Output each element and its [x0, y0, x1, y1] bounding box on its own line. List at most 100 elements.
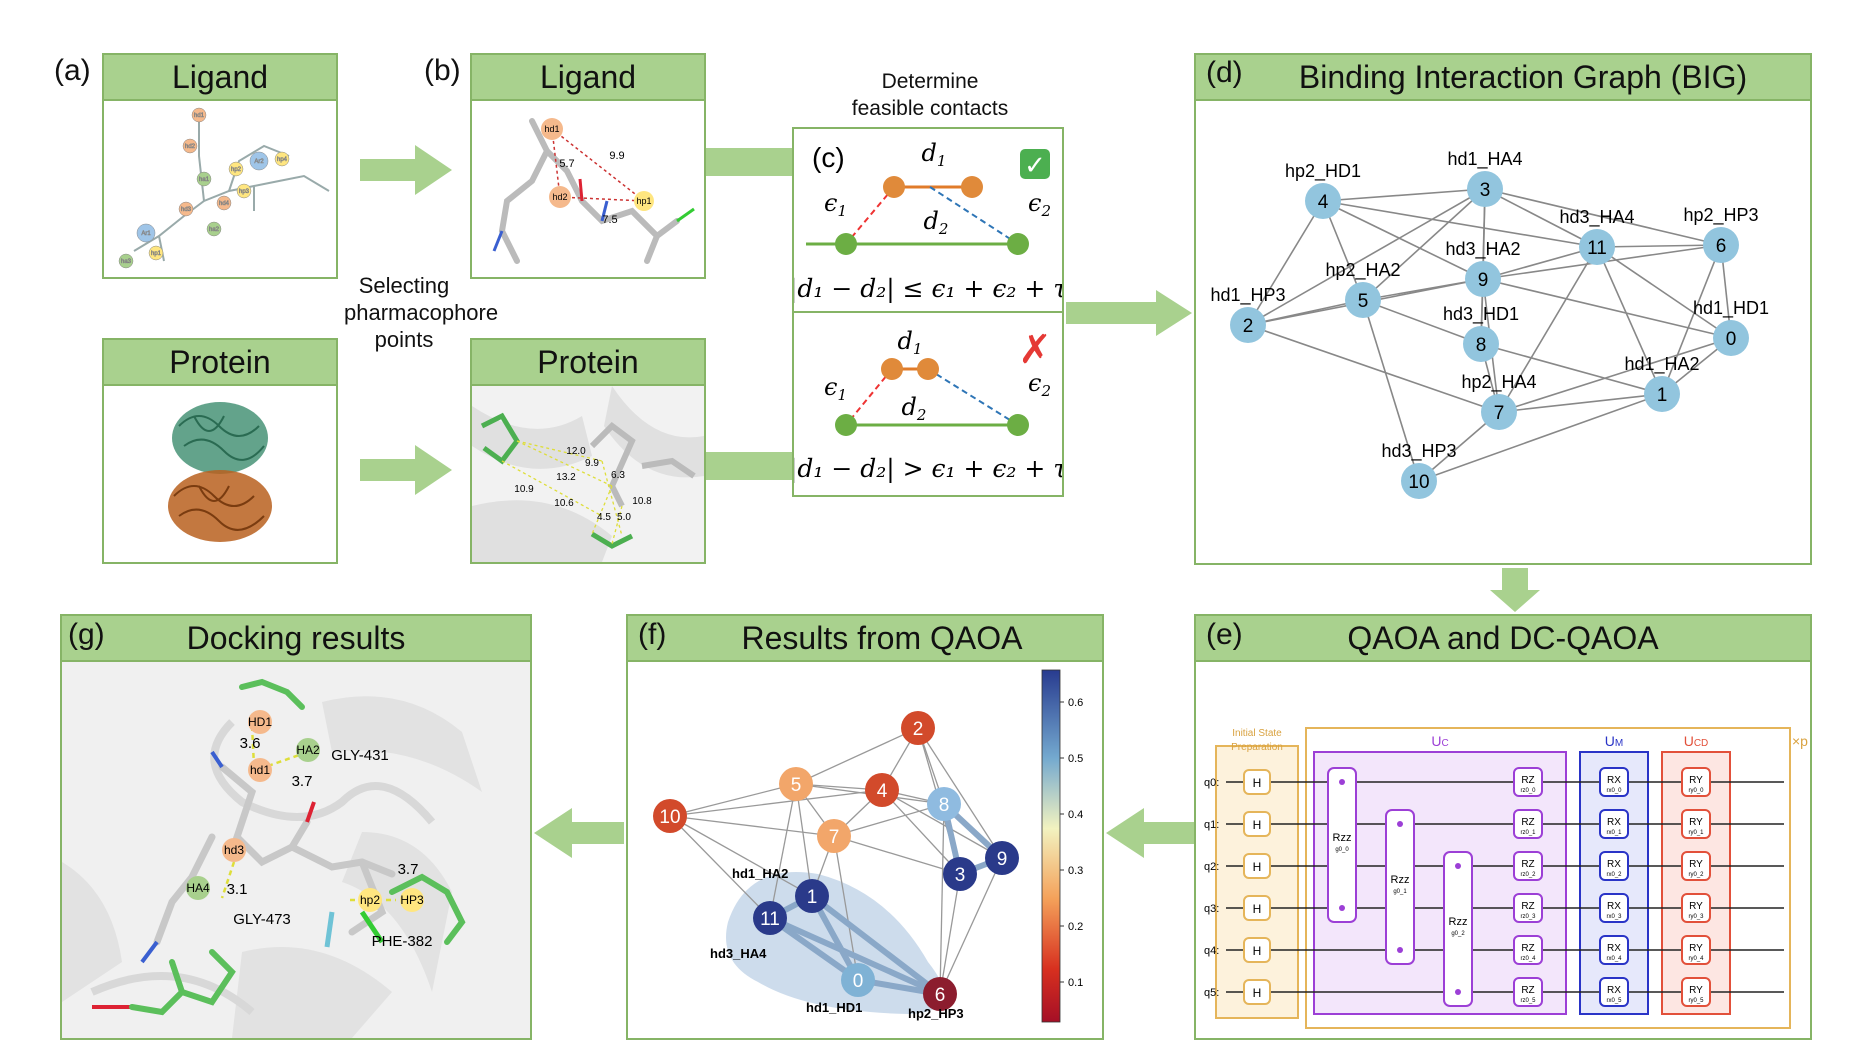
rx-gate-1	[1599, 809, 1629, 839]
svg-text:d2: d2	[902, 393, 927, 424]
big-edge	[1482, 278, 1732, 339]
res-edge	[810, 893, 942, 997]
rz-gate-label-5: RZ	[1521, 985, 1534, 996]
bp-dist-4: 10.6	[554, 498, 574, 509]
big-node-id-4: 4	[1318, 192, 1329, 213]
rzz-param-1: g0_1	[1393, 889, 1407, 895]
res-edge	[881, 789, 1003, 859]
big-node-label-1: hd1_HA2	[1624, 354, 1699, 375]
panel-c-caption: Determine feasible contacts	[851, 70, 1009, 120]
rz-gate-3	[1513, 893, 1543, 923]
svg-text:Ar1: Ar1	[141, 231, 151, 237]
uc-label: UC	[1431, 733, 1448, 749]
rz-gate-2	[1513, 851, 1543, 881]
bp-dist-5: 4.5	[597, 512, 611, 523]
ry-gate-label-3: RY	[1689, 901, 1703, 912]
qubit-label-2: q2:	[1204, 861, 1219, 873]
res-node-1	[795, 879, 829, 913]
panel-g-docking: HD1 HA2 hd1 hd3 HA4 hp2 HP3 3.6 3.7 3.1 …	[60, 660, 532, 1040]
res-edge	[669, 815, 835, 837]
svg-text:hp4: hp4	[277, 157, 288, 163]
colorbar-tick-1: 0.5	[1068, 753, 1083, 765]
res-edge	[669, 815, 813, 897]
rz-gate-param-2: rz0_2	[1520, 872, 1536, 878]
rz-gate-5	[1513, 977, 1543, 1007]
big-node-9	[1465, 261, 1501, 297]
big-node-label-3: hd1_HA4	[1447, 149, 1522, 170]
ucd-label: UCD	[1684, 733, 1709, 749]
rx-gate-5	[1599, 977, 1629, 1007]
panel-e-title: QAOA and DC-QAOA	[1194, 614, 1812, 662]
res-node-8	[927, 787, 961, 821]
big-node-4	[1305, 183, 1341, 219]
bp-dist-0: 12.0	[566, 446, 586, 457]
res-node-id-7: 7	[829, 827, 840, 848]
bp-dist-3: 13.2	[556, 472, 576, 483]
h-gate-label-0: H	[1253, 776, 1262, 790]
panel-c-infeasible: ✗ d1 d2 ϵ1 ϵ2 |d₁ − d₂| > ϵ₁ + ϵ₂ + τ	[789, 311, 1068, 497]
rx-gate-label-1: RX	[1607, 817, 1621, 828]
big-node-id-5: 5	[1358, 291, 1369, 312]
bp-dist-2: 10.9	[514, 484, 534, 495]
rx-gate-param-0: rx0_0	[1606, 788, 1622, 794]
b-node-hp1: hp1	[636, 196, 651, 206]
big-edge	[1596, 246, 1732, 339]
g-dist-0: 3.6	[240, 735, 261, 752]
res-edge	[795, 727, 919, 785]
arrow-c-to-d	[1066, 290, 1192, 336]
big-node-label-5: hp2_HA2	[1325, 260, 1400, 281]
big-node-id-8: 8	[1476, 335, 1487, 356]
rx-gate-param-2: rx0_2	[1606, 872, 1622, 878]
rzz-dot-top-0	[1339, 779, 1345, 785]
c-bad-d1: d	[898, 327, 913, 355]
big-edge	[1418, 393, 1663, 482]
rx-gate-3	[1599, 893, 1629, 923]
rzz-param-2: g0_2	[1451, 931, 1465, 937]
big-edge	[1362, 299, 1482, 345]
colorbar-tick-2: 0.4	[1068, 809, 1083, 821]
res-edge	[939, 803, 945, 995]
arrow-e-to-f	[1106, 808, 1194, 858]
res-node-id-9: 9	[997, 849, 1008, 870]
rz-gate-param-1: rz0_1	[1520, 830, 1536, 836]
um-label: UM	[1605, 733, 1623, 749]
c-ok-e1: ϵ	[824, 189, 837, 217]
g-sphere-HD1: HD1	[248, 715, 272, 729]
big-node-11	[1579, 229, 1615, 265]
panel-a-protein-image	[102, 384, 338, 564]
b-dist-2: 7.5	[602, 214, 617, 226]
xp-box	[1305, 727, 1791, 1029]
qubit-label-1: q1:	[1204, 819, 1219, 831]
c-ok-d1: d	[922, 139, 937, 167]
svg-text:ϵ2: ϵ2	[1028, 189, 1051, 220]
ry-gate-2	[1681, 851, 1711, 881]
panel-a-ligand-image: hd1 hd2 hd3 hd4 ha1 ha2 ha3 Ar1 Ar2 hp1 …	[102, 99, 338, 279]
rx-gate-label-4: RX	[1607, 943, 1621, 954]
xp-label: ×p	[1792, 733, 1808, 749]
g-sphere-hd1: hd1	[250, 763, 270, 777]
big-node-8	[1463, 326, 1499, 362]
big-node-label-2: hd1_HP3	[1210, 285, 1285, 306]
panel-d-title: Binding Interaction Graph (BIG)	[1194, 53, 1812, 101]
rz-gate-param-4: rz0_4	[1520, 956, 1536, 962]
svg-text:d1: d1	[922, 139, 947, 170]
rzz-gate-0	[1327, 767, 1357, 923]
ry-gate-5	[1681, 977, 1711, 1007]
panel-f-title: Results from QAOA	[626, 614, 1104, 662]
res-edge	[669, 789, 883, 817]
ry-gate-4	[1681, 935, 1711, 965]
rzz-gate-1	[1385, 809, 1415, 965]
svg-text:ha3: ha3	[121, 259, 132, 265]
panel-a-tag: (a)	[54, 54, 91, 87]
rz-gate-param-0: rz0_0	[1520, 788, 1536, 794]
ry-gate-label-1: RY	[1689, 817, 1703, 828]
arrow-a-to-b-ligand	[360, 145, 452, 195]
b-node-hd2: hd2	[552, 192, 567, 202]
big-node-label-10: hd3_HP3	[1381, 441, 1456, 462]
ry-gate-label-2: RY	[1689, 859, 1703, 870]
res-node-id-10: 10	[659, 807, 680, 828]
res-node-10	[653, 799, 687, 833]
panel-b-protein-image: 12.0 9.9 10.9 13.2 10.6 4.5 6.3 10.8 5.0	[470, 384, 706, 564]
rx-gate-param-5: rx0_5	[1606, 998, 1622, 1004]
c-bad-e2: ϵ	[1028, 369, 1041, 397]
